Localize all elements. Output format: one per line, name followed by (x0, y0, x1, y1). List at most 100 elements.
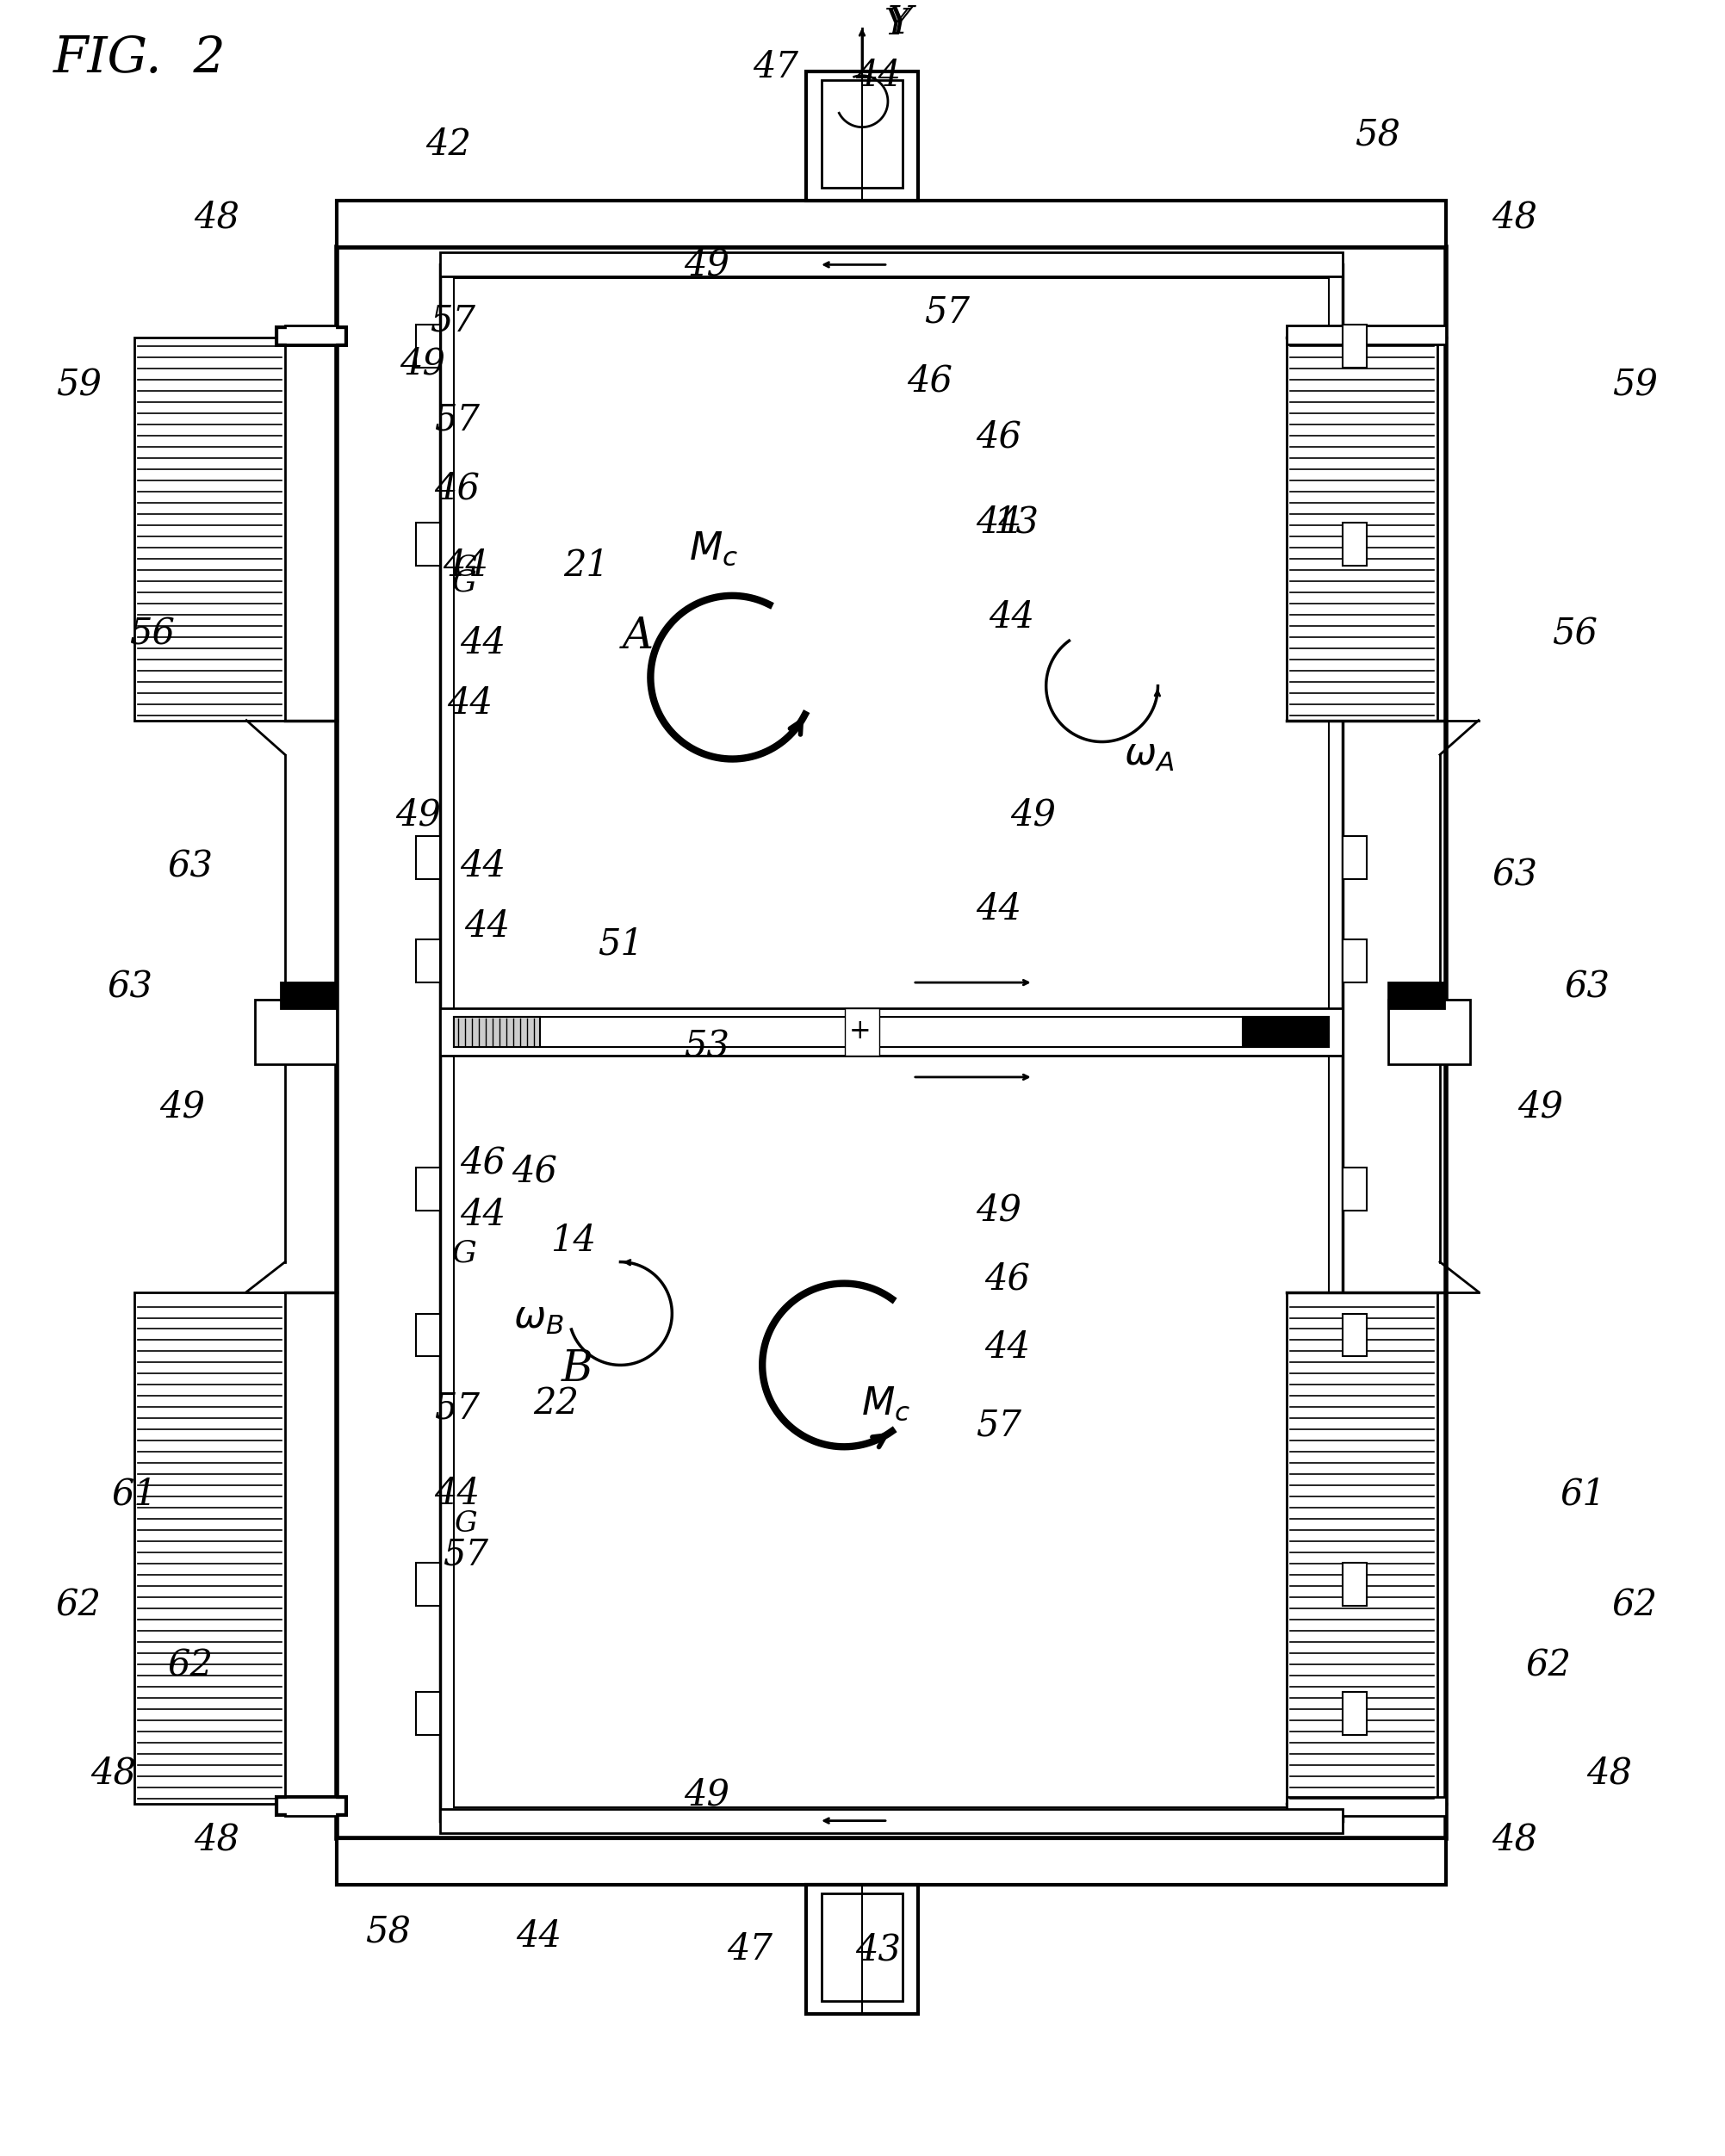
Bar (135, 338, 285, 720)
Bar (416, 837, 440, 880)
Bar (416, 1313, 440, 1356)
Bar (1244, 1018, 1328, 1048)
Text: 61: 61 (1561, 1477, 1606, 1511)
Text: 48: 48 (1587, 1755, 1632, 1792)
Text: 53: 53 (683, 1028, 730, 1065)
Bar (336, 201, 1446, 248)
Bar (1389, 983, 1444, 1009)
Text: 48: 48 (1492, 1822, 1537, 1858)
Text: 63: 63 (1492, 856, 1537, 893)
Text: 63: 63 (107, 968, 154, 1005)
Text: 46: 46 (907, 362, 952, 399)
Bar (1342, 1313, 1366, 1356)
Text: 56: 56 (129, 617, 174, 653)
Bar (1342, 326, 1366, 369)
Text: 59: 59 (55, 367, 102, 403)
Text: 57: 57 (430, 302, 476, 338)
Bar (281, 983, 336, 1009)
Bar (1342, 522, 1366, 565)
Text: 46: 46 (512, 1153, 557, 1190)
Bar (440, 1009, 1342, 1056)
Text: FIG.  2: FIG. 2 (53, 34, 226, 82)
Bar (454, 1018, 540, 1048)
Text: 62: 62 (1613, 1587, 1658, 1623)
Text: 44: 44 (435, 1477, 480, 1511)
Text: 49: 49 (683, 1777, 730, 1813)
Text: B: B (562, 1348, 593, 1391)
Text: G: G (454, 1511, 478, 1537)
Text: 62: 62 (167, 1647, 214, 1684)
Bar (440, 252, 1342, 276)
Bar (1342, 1166, 1366, 1210)
Bar (806, 71, 918, 201)
Text: 49: 49 (683, 246, 730, 282)
Text: 63: 63 (167, 847, 214, 884)
Text: 57: 57 (435, 1391, 480, 1425)
Text: 62: 62 (55, 1587, 102, 1623)
Bar (440, 1809, 1342, 1833)
Text: +: + (849, 1018, 871, 1044)
Text: 56: 56 (1552, 617, 1597, 653)
Text: 49: 49 (395, 798, 442, 832)
Bar (1287, 338, 1437, 720)
Text: 44: 44 (976, 890, 1021, 927)
Bar (416, 1166, 440, 1210)
Bar (336, 248, 1446, 1837)
Text: 46: 46 (461, 1145, 505, 1181)
Text: 49: 49 (400, 345, 445, 382)
Text: 48: 48 (193, 198, 240, 235)
Text: 44: 44 (516, 1919, 562, 1955)
Text: 46: 46 (985, 1261, 1030, 1298)
Bar (336, 1837, 1446, 1884)
Text: 44: 44 (856, 58, 900, 93)
Text: 61: 61 (112, 1477, 157, 1511)
Text: 46: 46 (976, 418, 1021, 455)
Text: 49: 49 (976, 1192, 1021, 1229)
Bar (1342, 1563, 1366, 1606)
Text: 62: 62 (1527, 1647, 1571, 1684)
Bar (821, 1893, 902, 2001)
Text: 51: 51 (597, 925, 643, 962)
Bar (416, 522, 440, 565)
Bar (1287, 1291, 1437, 1805)
Text: 49: 49 (159, 1089, 205, 1125)
Text: 57: 57 (435, 401, 480, 438)
Bar (1342, 940, 1366, 983)
Text: 47: 47 (726, 1932, 773, 1968)
Text: $M_c$: $M_c$ (861, 1384, 911, 1423)
Text: 44: 44 (443, 548, 488, 584)
Text: 44: 44 (976, 505, 1021, 541)
Text: G: G (452, 569, 476, 597)
Text: 48: 48 (90, 1755, 136, 1792)
Text: 44: 44 (464, 908, 511, 944)
Bar (1287, 326, 1446, 345)
Text: 59: 59 (1613, 367, 1658, 403)
Text: 44: 44 (461, 625, 505, 662)
Bar (1287, 1796, 1446, 1815)
Text: 63: 63 (1565, 968, 1611, 1005)
Text: 22: 22 (533, 1386, 580, 1421)
Text: 43: 43 (856, 1932, 900, 1968)
Text: 58: 58 (1354, 119, 1401, 153)
Text: 44: 44 (985, 1330, 1030, 1367)
Text: 14: 14 (550, 1222, 595, 1259)
Bar (416, 326, 440, 369)
Text: Y: Y (885, 6, 909, 43)
Text: 57: 57 (443, 1535, 488, 1572)
Bar (806, 1884, 918, 2014)
Text: 21: 21 (564, 548, 609, 584)
Bar (1342, 1692, 1366, 1736)
Bar (1342, 837, 1366, 880)
Text: 49: 49 (1011, 798, 1056, 832)
Text: 48: 48 (1492, 198, 1537, 235)
Bar (454, 1018, 1328, 1048)
Text: G: G (454, 554, 478, 582)
Text: 48: 48 (193, 1822, 240, 1858)
Text: $\omega_A$: $\omega_A$ (1123, 735, 1173, 774)
Bar (416, 1692, 440, 1736)
Text: Y: Y (888, 4, 914, 41)
Text: G: G (452, 1240, 476, 1268)
Bar (440, 265, 1342, 1820)
Text: 47: 47 (752, 50, 799, 84)
Text: 44: 44 (461, 847, 505, 884)
